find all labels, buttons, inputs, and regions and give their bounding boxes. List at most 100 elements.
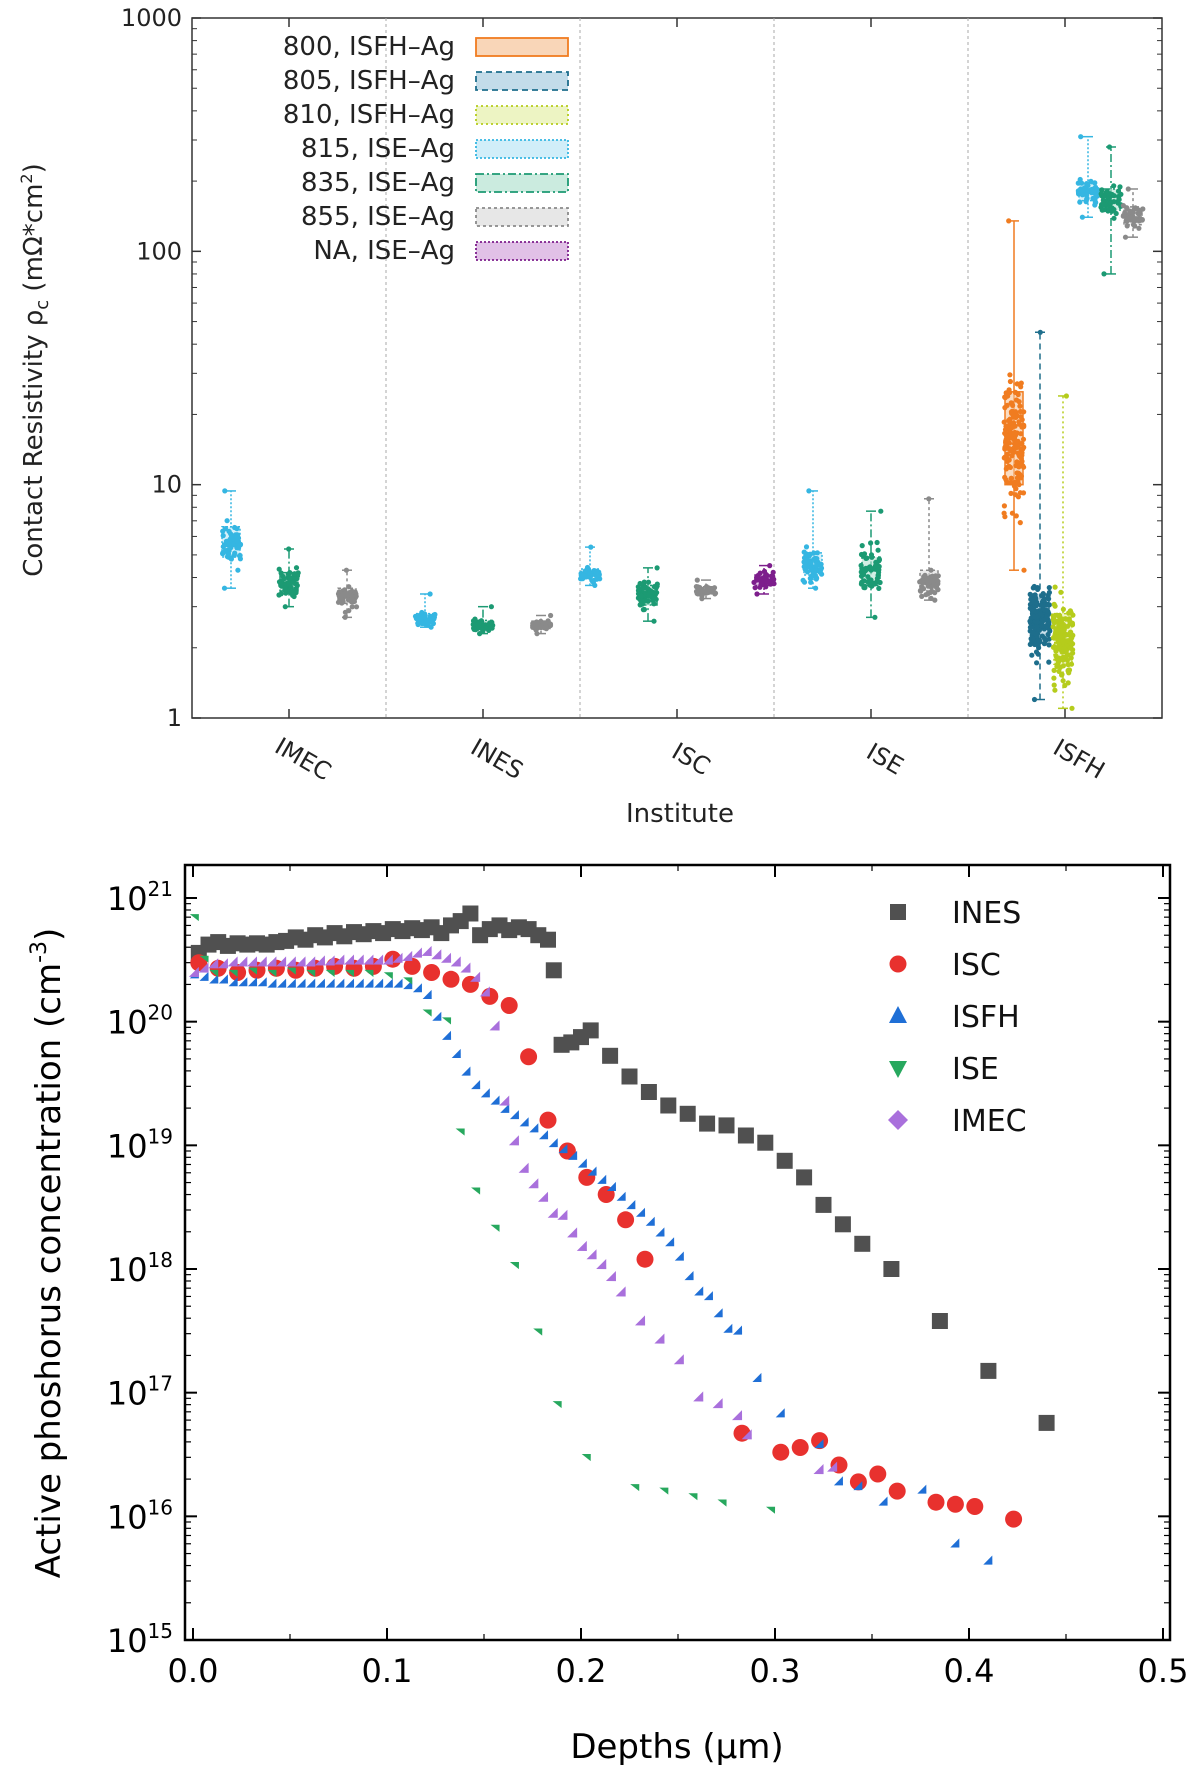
data-point — [808, 560, 814, 566]
data-point — [1037, 638, 1043, 644]
data-point — [1118, 191, 1124, 197]
data-point — [1058, 628, 1065, 634]
data-point — [771, 581, 777, 587]
point-imec — [712, 1398, 723, 1409]
legend-label: ISFH — [952, 1000, 1020, 1035]
data-point — [228, 533, 235, 540]
legend-swatch — [475, 105, 569, 125]
data-point — [1031, 613, 1037, 620]
data-point — [1130, 213, 1136, 219]
point-ise — [717, 1499, 727, 1507]
point-isfh — [374, 978, 384, 988]
box-group-imec-3 — [220, 488, 244, 591]
data-point — [647, 589, 653, 595]
data-point — [1056, 643, 1062, 649]
data-point — [807, 551, 813, 557]
data-point — [1039, 593, 1045, 599]
data-point — [1032, 592, 1038, 598]
data-point — [543, 626, 550, 632]
data-point — [654, 581, 660, 587]
data-point — [1002, 395, 1008, 401]
point-isfh — [694, 1286, 704, 1296]
point-isfh — [277, 978, 287, 988]
point-ines — [931, 1313, 948, 1329]
data-point — [1046, 585, 1052, 591]
y-tick-label: 1 — [167, 704, 182, 732]
box-group-ise-5 — [917, 496, 941, 603]
data-point — [1018, 380, 1024, 386]
data-point — [1017, 460, 1023, 466]
data-point — [1021, 424, 1027, 430]
data-point — [1003, 436, 1009, 442]
point-isc — [617, 1211, 635, 1229]
point-isc — [539, 1111, 557, 1129]
data-point — [588, 544, 594, 550]
data-point — [1083, 192, 1090, 198]
data-point — [923, 592, 929, 598]
data-point — [1003, 477, 1009, 483]
data-point — [226, 528, 232, 534]
data-point — [755, 577, 761, 583]
point-ise — [383, 972, 393, 980]
legend-marker-ines — [890, 904, 906, 920]
x-tick-label: 0.1 — [362, 1652, 413, 1690]
point-ise — [228, 969, 238, 977]
data-point — [1132, 218, 1138, 224]
data-point — [1017, 490, 1023, 496]
point-imec — [266, 956, 277, 967]
data-point — [1136, 211, 1142, 217]
point-ines — [718, 1117, 735, 1134]
point-ines — [660, 1097, 677, 1114]
box-group-ines-5 — [530, 612, 554, 637]
point-imec — [654, 1333, 665, 1344]
point-imec — [538, 1191, 549, 1202]
point-isfh — [853, 1481, 863, 1491]
data-point — [471, 625, 477, 631]
data-point — [859, 543, 865, 549]
data-point — [1060, 678, 1066, 684]
data-point — [933, 573, 939, 579]
data-point — [1131, 206, 1137, 212]
data-point — [813, 585, 819, 591]
legend-swatch — [475, 71, 569, 91]
data-point — [1055, 659, 1062, 665]
data-point — [1100, 197, 1106, 203]
box-group-isfh-3 — [1075, 134, 1101, 220]
point-isfh — [519, 1117, 529, 1127]
y-tick-label: 1015 — [107, 1619, 173, 1660]
data-point — [282, 604, 288, 610]
data-point — [1069, 705, 1075, 711]
data-point — [1010, 402, 1016, 408]
point-isfh — [597, 1174, 607, 1184]
point-isfh — [917, 1484, 927, 1494]
data-point — [236, 545, 242, 551]
data-point — [1045, 631, 1051, 638]
data-point — [1054, 618, 1060, 625]
data-point — [350, 598, 356, 604]
data-point — [1060, 606, 1066, 612]
data-point — [818, 567, 824, 573]
point-isfh — [354, 978, 364, 988]
point-isfh — [471, 1080, 481, 1090]
point-isfh — [636, 1207, 646, 1217]
data-point — [1052, 687, 1058, 693]
legend-label: ISE — [952, 1052, 999, 1087]
data-point — [1084, 181, 1090, 187]
data-point — [874, 539, 880, 546]
point-imec — [208, 958, 219, 969]
point-isfh — [529, 1123, 539, 1133]
data-point — [287, 575, 293, 581]
data-point — [276, 566, 282, 572]
point-isfh — [752, 1372, 762, 1382]
data-point — [580, 572, 586, 579]
point-isfh — [199, 971, 209, 981]
point-imec — [813, 1464, 824, 1475]
data-point — [1015, 494, 1022, 500]
data-point — [294, 582, 300, 589]
data-point — [1116, 197, 1122, 203]
data-point — [770, 569, 776, 576]
data-point — [810, 571, 816, 577]
data-point — [1060, 639, 1066, 645]
point-ines — [757, 1134, 774, 1151]
